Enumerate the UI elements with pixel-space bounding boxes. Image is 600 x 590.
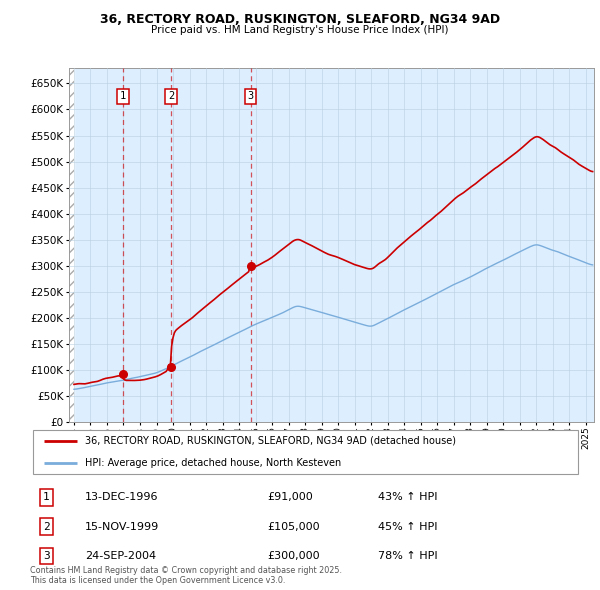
Text: 36, RECTORY ROAD, RUSKINGTON, SLEAFORD, NG34 9AD (detached house): 36, RECTORY ROAD, RUSKINGTON, SLEAFORD, … (85, 436, 456, 446)
Bar (69, 68, 74, 422)
Text: 2: 2 (168, 91, 174, 101)
Text: Price paid vs. HM Land Registry's House Price Index (HPI): Price paid vs. HM Land Registry's House … (151, 25, 449, 35)
Text: 78% ↑ HPI: 78% ↑ HPI (378, 551, 437, 561)
Text: Contains HM Land Registry data © Crown copyright and database right 2025.
This d: Contains HM Land Registry data © Crown c… (30, 566, 342, 585)
Text: 45% ↑ HPI: 45% ↑ HPI (378, 522, 437, 532)
Text: 24-SEP-2004: 24-SEP-2004 (85, 551, 157, 561)
Text: 3: 3 (43, 551, 50, 561)
Text: 13-DEC-1996: 13-DEC-1996 (85, 492, 158, 502)
Text: £91,000: £91,000 (268, 492, 313, 502)
FancyBboxPatch shape (33, 430, 578, 474)
Text: HPI: Average price, detached house, North Kesteven: HPI: Average price, detached house, Nort… (85, 458, 341, 468)
Text: 3: 3 (248, 91, 254, 101)
Bar (69, 68, 74, 422)
Text: 2: 2 (43, 522, 50, 532)
Text: 36, RECTORY ROAD, RUSKINGTON, SLEAFORD, NG34 9AD: 36, RECTORY ROAD, RUSKINGTON, SLEAFORD, … (100, 13, 500, 26)
Text: 43% ↑ HPI: 43% ↑ HPI (378, 492, 437, 502)
Text: £300,000: £300,000 (268, 551, 320, 561)
Text: 15-NOV-1999: 15-NOV-1999 (85, 522, 160, 532)
Text: £105,000: £105,000 (268, 522, 320, 532)
Text: 1: 1 (43, 492, 50, 502)
Text: 1: 1 (119, 91, 126, 101)
